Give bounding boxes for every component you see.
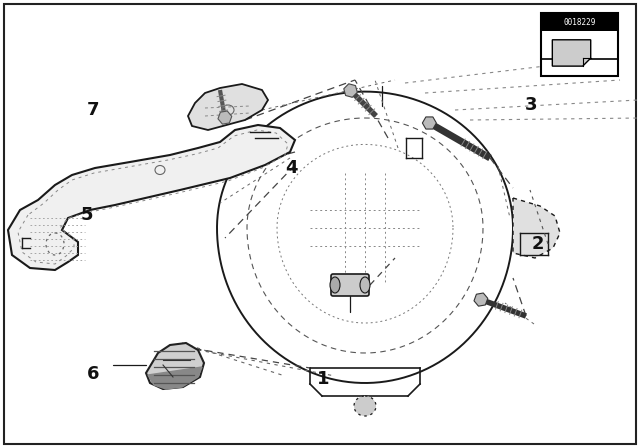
Polygon shape bbox=[552, 40, 591, 66]
Text: 1: 1 bbox=[317, 370, 330, 388]
Polygon shape bbox=[218, 111, 232, 124]
Polygon shape bbox=[8, 125, 295, 270]
Polygon shape bbox=[148, 367, 202, 389]
Ellipse shape bbox=[360, 277, 370, 293]
Text: 2: 2 bbox=[531, 235, 544, 253]
Text: 7: 7 bbox=[86, 101, 99, 119]
Polygon shape bbox=[474, 293, 488, 306]
Text: 6: 6 bbox=[86, 365, 99, 383]
Text: 4: 4 bbox=[285, 159, 298, 177]
Polygon shape bbox=[422, 117, 436, 129]
Bar bbox=[541, 13, 618, 31]
Text: 5: 5 bbox=[80, 206, 93, 224]
Polygon shape bbox=[188, 84, 268, 130]
FancyBboxPatch shape bbox=[331, 274, 369, 296]
Bar bbox=[541, 13, 618, 76]
Ellipse shape bbox=[330, 277, 340, 293]
Text: 0018229: 0018229 bbox=[563, 18, 595, 27]
Text: 3: 3 bbox=[525, 96, 538, 114]
Ellipse shape bbox=[354, 396, 376, 416]
Polygon shape bbox=[146, 343, 204, 389]
Polygon shape bbox=[513, 198, 560, 258]
Polygon shape bbox=[344, 84, 357, 97]
